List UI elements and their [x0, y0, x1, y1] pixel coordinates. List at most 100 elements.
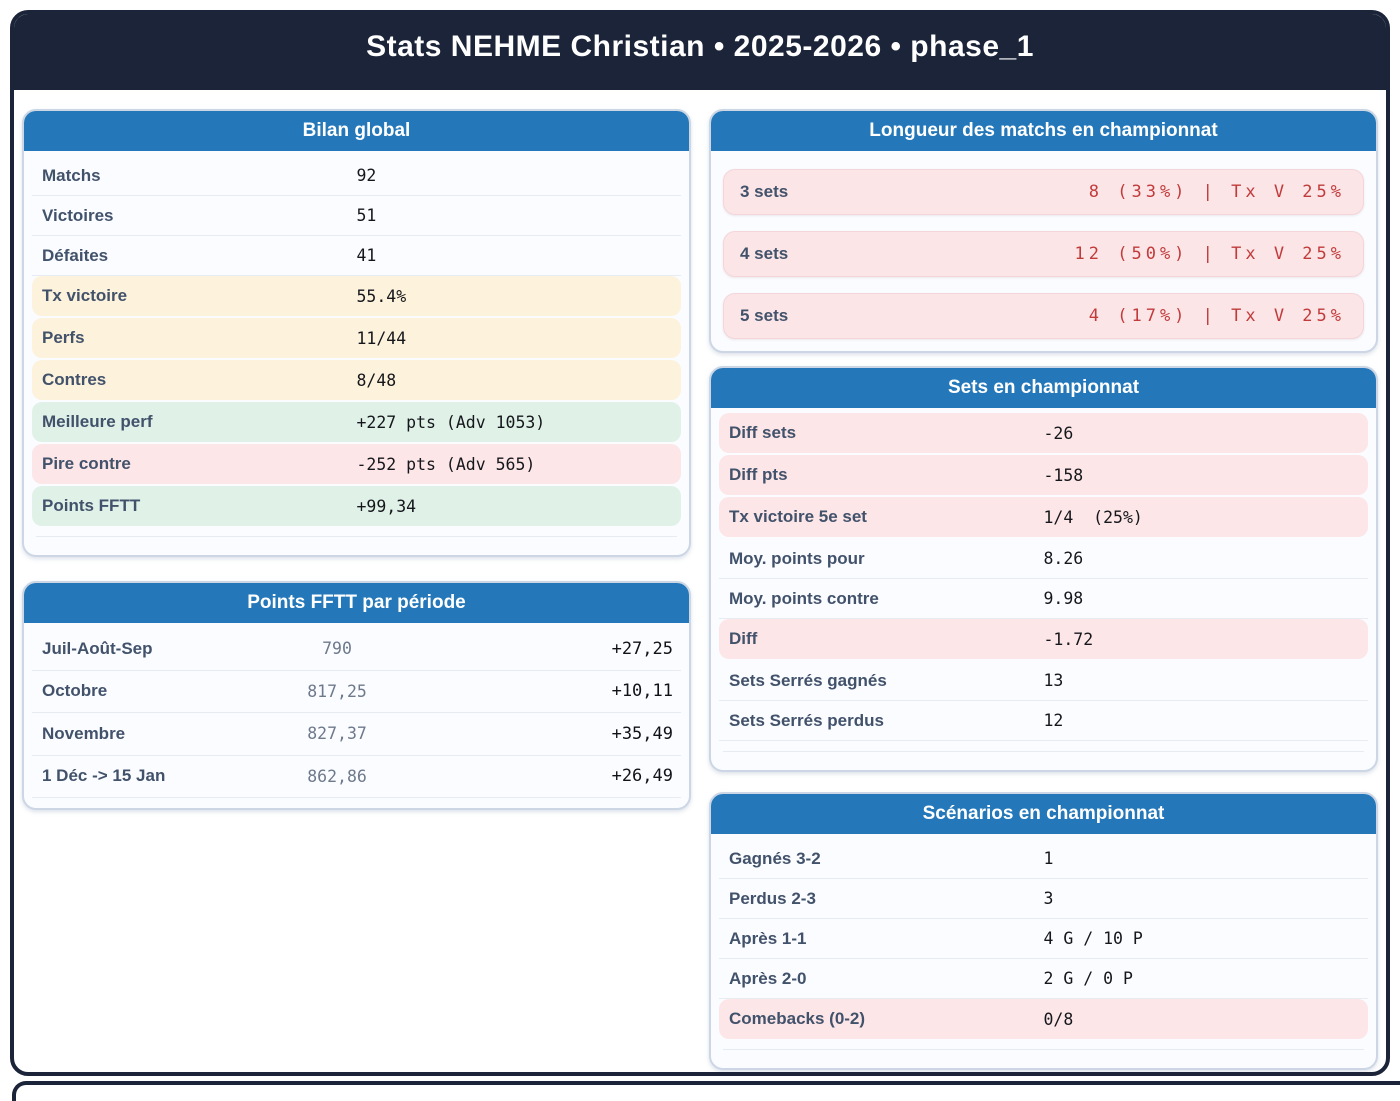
stat-label: Tx victoire 5e set: [719, 507, 1044, 527]
stat-value: 0/8: [1044, 1010, 1074, 1029]
period-delta: +10,11: [395, 681, 681, 701]
left-column: Bilan global Matchs 92 Victoires 51 Défa…: [22, 109, 691, 1076]
stat-label: Diff sets: [719, 423, 1044, 443]
stat-row: Victoires 51: [32, 196, 681, 236]
match-length-row: 5 sets 4 (17%) | Tx V 25%: [723, 293, 1364, 339]
panel-bilan-global: Bilan global Matchs 92 Victoires 51 Défa…: [22, 109, 691, 557]
stat-label: Diff pts: [719, 465, 1044, 485]
stat-value: 92: [357, 166, 377, 185]
stat-value: -158: [1044, 466, 1084, 485]
period-points: 790: [279, 639, 396, 658]
match-length-label: 4 sets: [740, 244, 788, 264]
stat-row: Perdus 2-3 3: [719, 879, 1368, 919]
stat-label: Après 1-1: [719, 929, 1044, 949]
period-row: 1 Déc -> 15 Jan 862,86 +26,49: [32, 756, 681, 799]
stat-row: Après 2-0 2 G / 0 P: [719, 959, 1368, 999]
stat-label: Perdus 2-3: [719, 889, 1044, 909]
stat-value: -1.72: [1044, 630, 1094, 649]
stat-value: 1: [1044, 849, 1054, 868]
stats-page: Stats NEHME Christian • 2025-2026 • phas…: [10, 10, 1390, 1076]
panel-sets-championnat: Sets en championnat Diff sets -26 Diff p…: [709, 366, 1378, 772]
stat-label: Matchs: [32, 166, 357, 186]
stat-row: Gagnés 3-2 1: [719, 839, 1368, 879]
stat-value: 3: [1044, 889, 1054, 908]
next-section-top-edge: [12, 1081, 1400, 1101]
period-delta: +35,49: [395, 724, 681, 744]
panel-scenarios-championnat: Scénarios en championnat Gagnés 3-2 1 Pe…: [709, 792, 1378, 1070]
stat-value: 12: [1044, 711, 1064, 730]
right-column: Longueur des matchs en championnat 3 set…: [709, 109, 1378, 1076]
stat-value: 8.26: [1044, 549, 1084, 568]
panel-bottom-divider: [36, 536, 677, 537]
panel-sets-championnat-rows: Diff sets -26 Diff pts -158 Tx victoire …: [711, 408, 1376, 770]
match-length-row: 4 sets 12 (50%) | Tx V 25%: [723, 231, 1364, 277]
period-row: Novembre 827,37 +35,49: [32, 713, 681, 756]
period-label: Octobre: [32, 681, 279, 701]
stat-row: Meilleure perf +227 pts (Adv 1053): [32, 402, 681, 442]
match-length-label: 5 sets: [740, 306, 788, 326]
stat-row: Perfs 11/44: [32, 318, 681, 358]
stat-label: Tx victoire: [32, 286, 357, 306]
panel-longueur-matchs-rows: 3 sets 8 (33%) | Tx V 25% 4 sets 12 (50%…: [711, 151, 1376, 351]
stat-row: Tx victoire 5e set 1/4 (25%): [719, 497, 1368, 537]
stat-row: Moy. points contre 9.98: [719, 579, 1368, 619]
period-delta: +26,49: [395, 766, 681, 786]
stat-row: Après 1-1 4 G / 10 P: [719, 919, 1368, 959]
panel-longueur-matchs: Longueur des matchs en championnat 3 set…: [709, 109, 1378, 353]
stat-value: 8/48: [357, 371, 397, 390]
panel-sets-championnat-header: Sets en championnat: [711, 368, 1376, 408]
panel-bottom-divider: [723, 1049, 1364, 1050]
period-points: 827,37: [279, 724, 396, 743]
page-header: Stats NEHME Christian • 2025-2026 • phas…: [14, 14, 1386, 90]
stat-label: Moy. points contre: [719, 589, 1044, 609]
period-points: 817,25: [279, 682, 396, 701]
stat-value: 13: [1044, 671, 1064, 690]
stat-label: Comebacks (0-2): [719, 1009, 1044, 1029]
panel-scenarios-championnat-rows: Gagnés 3-2 1 Perdus 2-3 3 Après 1-1 4 G …: [711, 834, 1376, 1068]
panel-bilan-global-header: Bilan global: [24, 111, 689, 151]
stat-label: Défaites: [32, 246, 357, 266]
stat-value: 55.4%: [357, 287, 407, 306]
stat-label: Points FFTT: [32, 496, 357, 516]
stat-row: Sets Serrés gagnés 13: [719, 661, 1368, 701]
period-row: Juil-Août-Sep 790 +27,25: [32, 628, 681, 671]
stat-row: Tx victoire 55.4%: [32, 276, 681, 316]
page-title: Stats NEHME Christian • 2025-2026 • phas…: [366, 30, 1034, 74]
content-area: Bilan global Matchs 92 Victoires 51 Défa…: [14, 90, 1386, 1076]
stat-value: 51: [357, 206, 377, 225]
stat-row: Défaites 41: [32, 236, 681, 276]
period-label: Juil-Août-Sep: [32, 639, 279, 659]
period-delta: +27,25: [395, 639, 681, 659]
stat-value: 9.98: [1044, 589, 1084, 608]
stat-value: 4 G / 10 P: [1044, 929, 1143, 948]
stat-value: 11/44: [357, 329, 407, 348]
period-row: Octobre 817,25 +10,11: [32, 671, 681, 714]
stat-row: Comebacks (0-2) 0/8: [719, 999, 1368, 1039]
stat-row: Diff -1.72: [719, 619, 1368, 659]
stat-row: Moy. points pour 8.26: [719, 539, 1368, 579]
stat-label: Moy. points pour: [719, 549, 1044, 569]
panel-bottom-divider: [723, 751, 1364, 752]
panel-bilan-global-rows: Matchs 92 Victoires 51 Défaites 41 Tx vi…: [24, 151, 689, 555]
stat-value: 2 G / 0 P: [1044, 969, 1133, 988]
panel-points-periode-header: Points FFTT par période: [24, 583, 689, 623]
match-length-label: 3 sets: [740, 182, 788, 202]
stat-label: Contres: [32, 370, 357, 390]
stat-value: 1/4 (25%): [1044, 508, 1143, 527]
stat-label: Sets Serrés gagnés: [719, 671, 1044, 691]
match-length-value: 8 (33%) | Tx V 25%: [1089, 182, 1345, 202]
match-length-value: 12 (50%) | Tx V 25%: [1075, 244, 1345, 264]
stat-label: Sets Serrés perdus: [719, 711, 1044, 731]
stat-row: Matchs 92: [32, 156, 681, 196]
stat-label: Diff: [719, 629, 1044, 649]
period-label: 1 Déc -> 15 Jan: [32, 766, 279, 786]
panel-points-periode: Points FFTT par période Juil-Août-Sep 79…: [22, 581, 691, 810]
stat-value: -26: [1044, 424, 1074, 443]
match-length-row: 3 sets 8 (33%) | Tx V 25%: [723, 169, 1364, 215]
stat-row: Pire contre -252 pts (Adv 565): [32, 444, 681, 484]
match-length-value: 4 (17%) | Tx V 25%: [1089, 306, 1345, 326]
panel-points-periode-rows: Juil-Août-Sep 790 +27,25 Octobre 817,25 …: [24, 623, 689, 808]
stat-row: Contres 8/48: [32, 360, 681, 400]
period-label: Novembre: [32, 724, 279, 744]
stat-value: +99,34: [357, 497, 417, 516]
